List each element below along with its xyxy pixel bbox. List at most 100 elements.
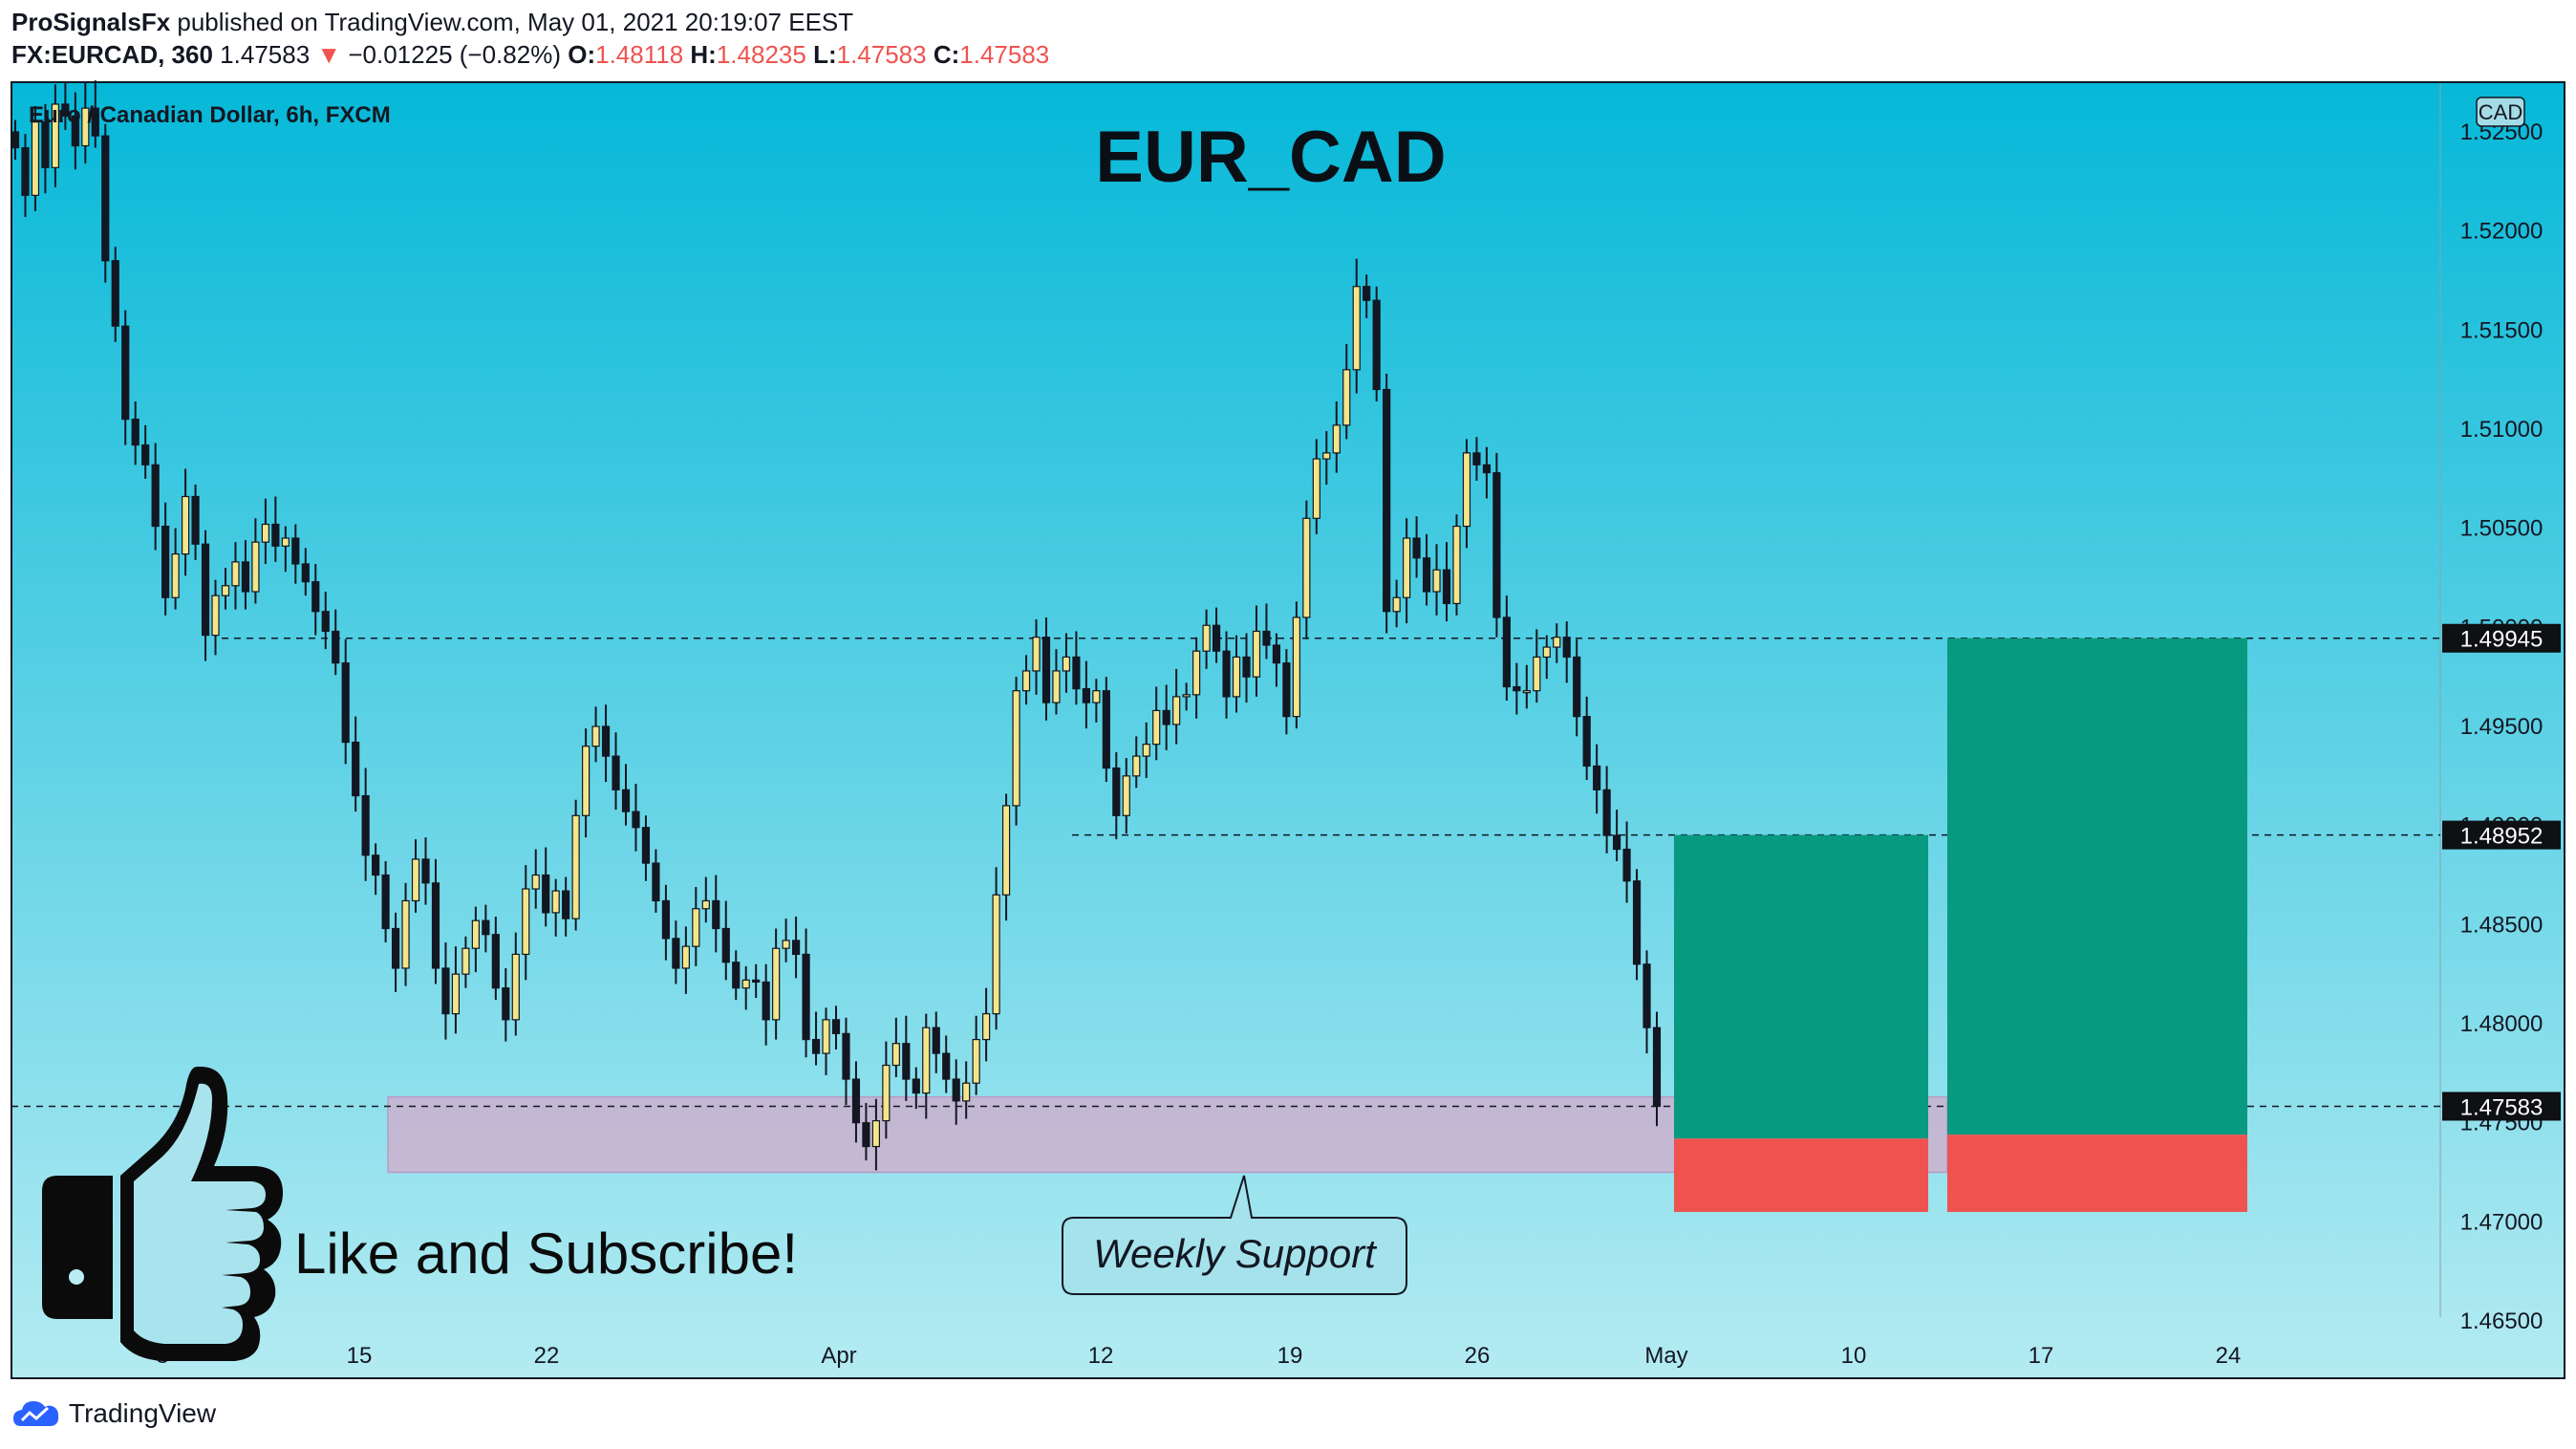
candle-body xyxy=(51,103,60,168)
candle-body xyxy=(1553,637,1561,648)
candle xyxy=(1262,603,1271,660)
candle xyxy=(511,932,520,1036)
candle-body xyxy=(41,121,50,168)
candle-body xyxy=(932,1027,940,1054)
candle xyxy=(641,815,651,881)
y-tick-label: 1.51000 xyxy=(2460,417,2544,443)
price-label-box xyxy=(2442,820,2561,850)
candle xyxy=(721,900,730,981)
published-text: published on TradingView.com, May 01, 20… xyxy=(177,8,854,36)
candle-body xyxy=(471,919,480,949)
y-tick-label: 1.50500 xyxy=(2460,516,2544,542)
candle-body xyxy=(21,146,30,196)
candle xyxy=(51,84,60,188)
candle-body xyxy=(632,811,640,829)
candle-body xyxy=(882,1064,891,1122)
y-tick-label: 1.48000 xyxy=(2460,1011,2544,1037)
candle xyxy=(562,876,570,937)
candle-body xyxy=(301,563,310,583)
candle xyxy=(661,884,671,961)
candle-body xyxy=(531,874,540,890)
candle-body xyxy=(982,1013,991,1041)
candle xyxy=(962,1061,971,1119)
candle xyxy=(1442,542,1451,622)
candle-body xyxy=(231,561,240,587)
candle xyxy=(822,1007,830,1075)
candle-body xyxy=(1372,299,1381,391)
candle xyxy=(1202,609,1211,669)
candle-body xyxy=(701,899,710,910)
candle-body xyxy=(612,755,620,790)
candle xyxy=(341,638,350,765)
candle-body xyxy=(1403,537,1411,598)
y-tick-label: 1.46500 xyxy=(2460,1308,2544,1334)
candle xyxy=(1513,662,1521,715)
candle xyxy=(141,424,150,479)
candle xyxy=(271,496,280,562)
candle xyxy=(471,906,480,973)
candle-body xyxy=(61,103,70,118)
candle xyxy=(301,548,310,596)
candle xyxy=(491,917,500,1001)
thumbs-up-icon xyxy=(42,1066,283,1361)
publisher-name[interactable]: ProSignalsFx xyxy=(11,8,171,36)
candle xyxy=(91,80,99,148)
chart-title: EUR_CAD xyxy=(1095,117,1446,198)
candle-body xyxy=(131,419,140,446)
candle xyxy=(1332,400,1341,473)
candle-body xyxy=(1432,569,1441,593)
candle xyxy=(871,1098,881,1171)
candle xyxy=(802,928,810,1058)
weekly-support-callout: Weekly Support xyxy=(1062,1175,1407,1295)
x-tick-label: 22 xyxy=(534,1343,560,1369)
candle-body xyxy=(1442,569,1451,605)
candle-body xyxy=(1513,685,1521,692)
candle xyxy=(372,843,380,896)
candle xyxy=(321,592,330,650)
candle xyxy=(121,310,130,445)
candle xyxy=(1582,696,1591,780)
candle xyxy=(942,1035,951,1093)
candle-body xyxy=(482,919,490,936)
candle-body xyxy=(352,741,360,797)
candle xyxy=(131,400,140,465)
candle-body xyxy=(1012,690,1020,807)
candle-body xyxy=(862,1122,870,1148)
candle xyxy=(681,926,690,994)
symbol-label: FX:EURCAD, 360 xyxy=(11,40,213,69)
candle-body xyxy=(411,858,420,902)
candle xyxy=(571,799,580,931)
candle-body xyxy=(91,107,99,137)
candle-body xyxy=(31,121,40,196)
candle xyxy=(1372,286,1381,401)
tradingview-logo[interactable]: TradingView xyxy=(11,1397,216,1430)
candle xyxy=(1322,431,1331,486)
currency-badge[interactable] xyxy=(2476,97,2525,127)
candle-body xyxy=(1342,369,1351,426)
candle xyxy=(502,967,510,1042)
publish-info: ProSignalsFx published on TradingView.co… xyxy=(11,8,853,37)
candle-body xyxy=(1112,767,1121,816)
open-value: 1.48118 xyxy=(595,40,684,69)
candle-body xyxy=(721,927,730,963)
candle-body xyxy=(1272,644,1281,664)
candle-body xyxy=(111,260,119,327)
candle-body xyxy=(1472,452,1481,465)
x-tick-label: 12 xyxy=(1088,1343,1114,1369)
series-legend: Euro / Canadian Dollar, 6h, FXCM xyxy=(29,102,391,128)
candle-body xyxy=(431,882,440,969)
candle-body xyxy=(782,940,790,949)
candle-body xyxy=(121,325,130,421)
x-tick-label: 24 xyxy=(2216,1343,2242,1369)
candle-body xyxy=(1612,834,1621,851)
candle-body xyxy=(181,495,190,555)
candle xyxy=(191,485,200,560)
candle-body xyxy=(551,890,560,914)
candle-body xyxy=(271,523,280,547)
candle-body xyxy=(1252,630,1261,678)
candle-body xyxy=(772,947,781,1021)
candle-body xyxy=(1152,709,1161,746)
candle-body xyxy=(1122,775,1130,816)
candle xyxy=(1132,736,1141,789)
